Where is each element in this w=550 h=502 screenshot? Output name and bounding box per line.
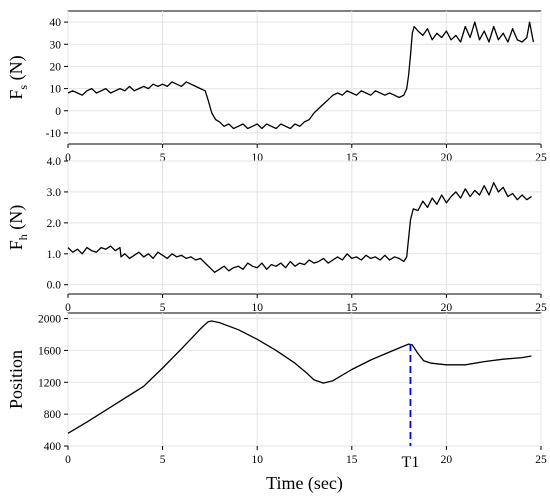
y-axis-label: Fh (N) <box>6 205 30 251</box>
x-axis-label: Time (sec) <box>266 473 343 494</box>
y-axis-label-subscript: h <box>16 234 30 240</box>
y-tick-label: 4.0 <box>47 156 62 168</box>
x-tick-label: 10 <box>251 454 263 466</box>
y-tick-label: 2000 <box>38 314 61 326</box>
y-tick-label: 0 <box>55 106 61 118</box>
x-ticks: 0 5 10 15 20 25 <box>65 144 547 164</box>
y-tick-label: 1200 <box>38 377 61 389</box>
series-line <box>67 182 532 273</box>
y-ticks: 0.0 1.0 2.0 3.0 4.0 <box>47 156 68 292</box>
x-tick-label: 20 <box>441 152 453 164</box>
x-tick-label: 5 <box>160 152 166 164</box>
y-tick-label: -10 <box>46 128 62 140</box>
y-axis-label-main: F <box>6 90 26 100</box>
x-tick-label: 20 <box>441 302 453 314</box>
y-tick-label: 1.0 <box>47 249 62 261</box>
panel-position: 0 5 10 15 T1 20 25 400 800 1200 1600 2000 Position… <box>6 312 547 494</box>
y-axis-label-unit: (N) <box>6 55 27 85</box>
y-axis-label: Fs (N) <box>6 55 30 99</box>
series <box>67 21 535 130</box>
series-line <box>67 21 535 130</box>
y-axis-label-unit: (N) <box>6 205 27 235</box>
x-tick-label: 20 <box>441 454 453 466</box>
y-tick-label: 30 <box>50 39 62 51</box>
plot-frame <box>67 160 542 295</box>
grid <box>67 11 542 144</box>
x-tick-label: 25 <box>535 152 547 164</box>
y-tick-label: 0.0 <box>47 280 62 292</box>
y-axis-label-main: F <box>6 240 26 250</box>
x-tick-label: 5 <box>160 454 166 466</box>
x-tick-label: 10 <box>251 302 263 314</box>
series <box>67 182 532 273</box>
plot-frame <box>67 312 542 447</box>
y-axis-label-subscript: s <box>16 85 30 90</box>
y-tick-label: 1600 <box>38 345 61 357</box>
grid <box>67 160 542 294</box>
y-ticks: 400 800 1200 1600 2000 <box>38 314 68 453</box>
y-tick-label: 2.0 <box>47 218 62 230</box>
y-tick-label: 10 <box>50 84 62 96</box>
x-tick-label: 15 <box>346 302 358 314</box>
x-tick-label: 0 <box>65 302 71 314</box>
x-ticks: 0 5 10 15 T1 20 25 <box>65 446 547 471</box>
annotation-label: T1 <box>402 454 420 471</box>
y-tick-label: 800 <box>44 409 62 421</box>
grid <box>67 313 542 447</box>
x-tick-label: 25 <box>535 454 547 466</box>
series <box>67 320 532 434</box>
x-tick-label: 15 <box>346 454 358 466</box>
y-tick-label: 20 <box>50 61 62 73</box>
x-tick-label: 0 <box>65 152 71 164</box>
x-tick-label: 5 <box>160 302 166 314</box>
y-tick-label: 3.0 <box>47 187 62 199</box>
x-tick-label: 25 <box>535 302 547 314</box>
x-ticks: 0 5 10 15 20 25 <box>65 294 547 314</box>
x-tick-label: 10 <box>251 152 263 164</box>
panel-fh: 0 5 10 15 20 25 0.0 1.0 2.0 3.0 4.0 Fh (N) <box>6 156 547 314</box>
y-tick-label: 40 <box>50 17 62 29</box>
plot-frame <box>67 10 542 145</box>
x-tick-label: 15 <box>346 152 358 164</box>
y-ticks: -10 0 10 20 30 40 <box>46 17 68 140</box>
y-tick-label: 400 <box>44 441 62 453</box>
y-axis-label: Position <box>6 350 26 409</box>
series-line <box>67 320 532 434</box>
x-tick-label: 0 <box>65 454 71 466</box>
